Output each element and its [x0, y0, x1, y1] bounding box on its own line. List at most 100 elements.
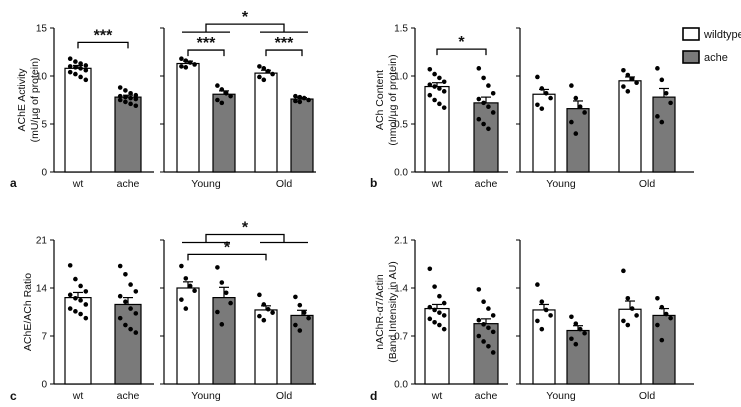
data-point [441, 105, 447, 110]
data-point [577, 326, 583, 332]
data-point [659, 337, 665, 343]
y-axis-label-units: (mU/µg of protein) [29, 58, 41, 143]
data-point [481, 322, 486, 327]
data-point [476, 333, 482, 339]
data-point [427, 316, 433, 322]
data-point [486, 325, 491, 331]
significance-stars: *** [197, 35, 216, 52]
data-point [83, 77, 89, 83]
data-point [625, 89, 631, 94]
data-point [78, 298, 83, 303]
data-point [293, 322, 298, 328]
data-point [634, 80, 639, 86]
data-point [261, 302, 267, 307]
data-point [78, 61, 83, 66]
panel-b: b ACh Content (nmol/µg of protein) 0.0 0.5 1.… [370, 24, 694, 190]
data-point [73, 295, 78, 301]
right-bar-0 [176, 287, 200, 385]
data-point [257, 292, 262, 298]
category-label: Young [546, 390, 576, 402]
data-point [481, 100, 486, 106]
data-point [427, 304, 433, 310]
data-point [128, 101, 133, 107]
significance-bracket [265, 49, 303, 57]
data-point [73, 309, 78, 314]
y-axis-label: ACh Content [374, 70, 386, 130]
data-point [548, 95, 553, 101]
data-point [301, 95, 307, 101]
right-bar-1 [212, 93, 236, 173]
left-bar-0 [424, 307, 450, 385]
data-point [490, 110, 496, 115]
data-point [73, 65, 78, 70]
data-point [297, 94, 303, 100]
data-point [219, 280, 225, 285]
y-tick-label: 1.0 [394, 72, 408, 83]
data-point [486, 126, 491, 132]
data-point [78, 283, 83, 289]
group-significance-star: * [242, 220, 249, 237]
data-point [257, 74, 262, 80]
right-bar-0 [176, 62, 200, 173]
data-point [427, 82, 433, 87]
data-point [128, 326, 133, 332]
data-point [67, 64, 73, 69]
legend-label-0: wildtype [703, 29, 741, 41]
group-significance-bracket [182, 233, 308, 244]
data-point [219, 322, 225, 327]
group-significance-bracket [182, 23, 308, 33]
left-bar-0 [424, 85, 450, 173]
data-point [432, 319, 437, 325]
data-point [78, 74, 83, 80]
data-point [539, 326, 545, 332]
panel-c: c AChE/ACh Ratio 0 7 14 21 wt ache Young Old * * [10, 220, 316, 403]
data-point [117, 85, 123, 90]
data-point [621, 67, 626, 73]
y-axis-label: AChE Activity [16, 68, 28, 132]
category-label: Old [639, 390, 656, 402]
y-tick-label: 7 [41, 332, 47, 343]
data-point [83, 315, 89, 321]
data-point [83, 302, 89, 307]
data-point [486, 343, 491, 349]
data-point [621, 268, 626, 274]
data-point [481, 121, 486, 127]
data-point [67, 263, 73, 268]
data-point [437, 310, 442, 315]
data-point [543, 90, 549, 96]
data-point [432, 307, 437, 313]
data-point [83, 63, 89, 68]
data-point [219, 87, 225, 92]
data-point [117, 315, 123, 321]
data-point [625, 322, 631, 328]
category-label: ache [117, 178, 140, 190]
data-point [535, 102, 540, 108]
data-point [223, 90, 229, 96]
data-point [123, 271, 128, 277]
y-tick-label: 0 [41, 380, 47, 391]
data-point [476, 287, 482, 292]
data-point [67, 292, 73, 298]
data-point [539, 299, 545, 305]
panel-letter: a [10, 176, 17, 190]
data-point [297, 302, 303, 308]
data-point [573, 131, 579, 136]
data-point [73, 71, 78, 77]
y-tick-label: 0.7 [394, 332, 408, 343]
category-label: Old [276, 178, 293, 190]
right-bar-1 [566, 108, 590, 173]
data-point [270, 71, 275, 77]
data-point [265, 306, 271, 312]
data-point [128, 90, 133, 96]
y-tick-label: 21 [36, 236, 48, 247]
group-significance-star: * [242, 9, 249, 26]
data-point [621, 318, 626, 324]
significance-stars: * [458, 34, 465, 51]
right-bar-2 [254, 72, 278, 173]
data-point [270, 310, 275, 315]
data-point [297, 99, 303, 105]
data-point [486, 83, 491, 88]
significance-bracket [77, 41, 129, 49]
significance-stars: * [224, 239, 231, 256]
